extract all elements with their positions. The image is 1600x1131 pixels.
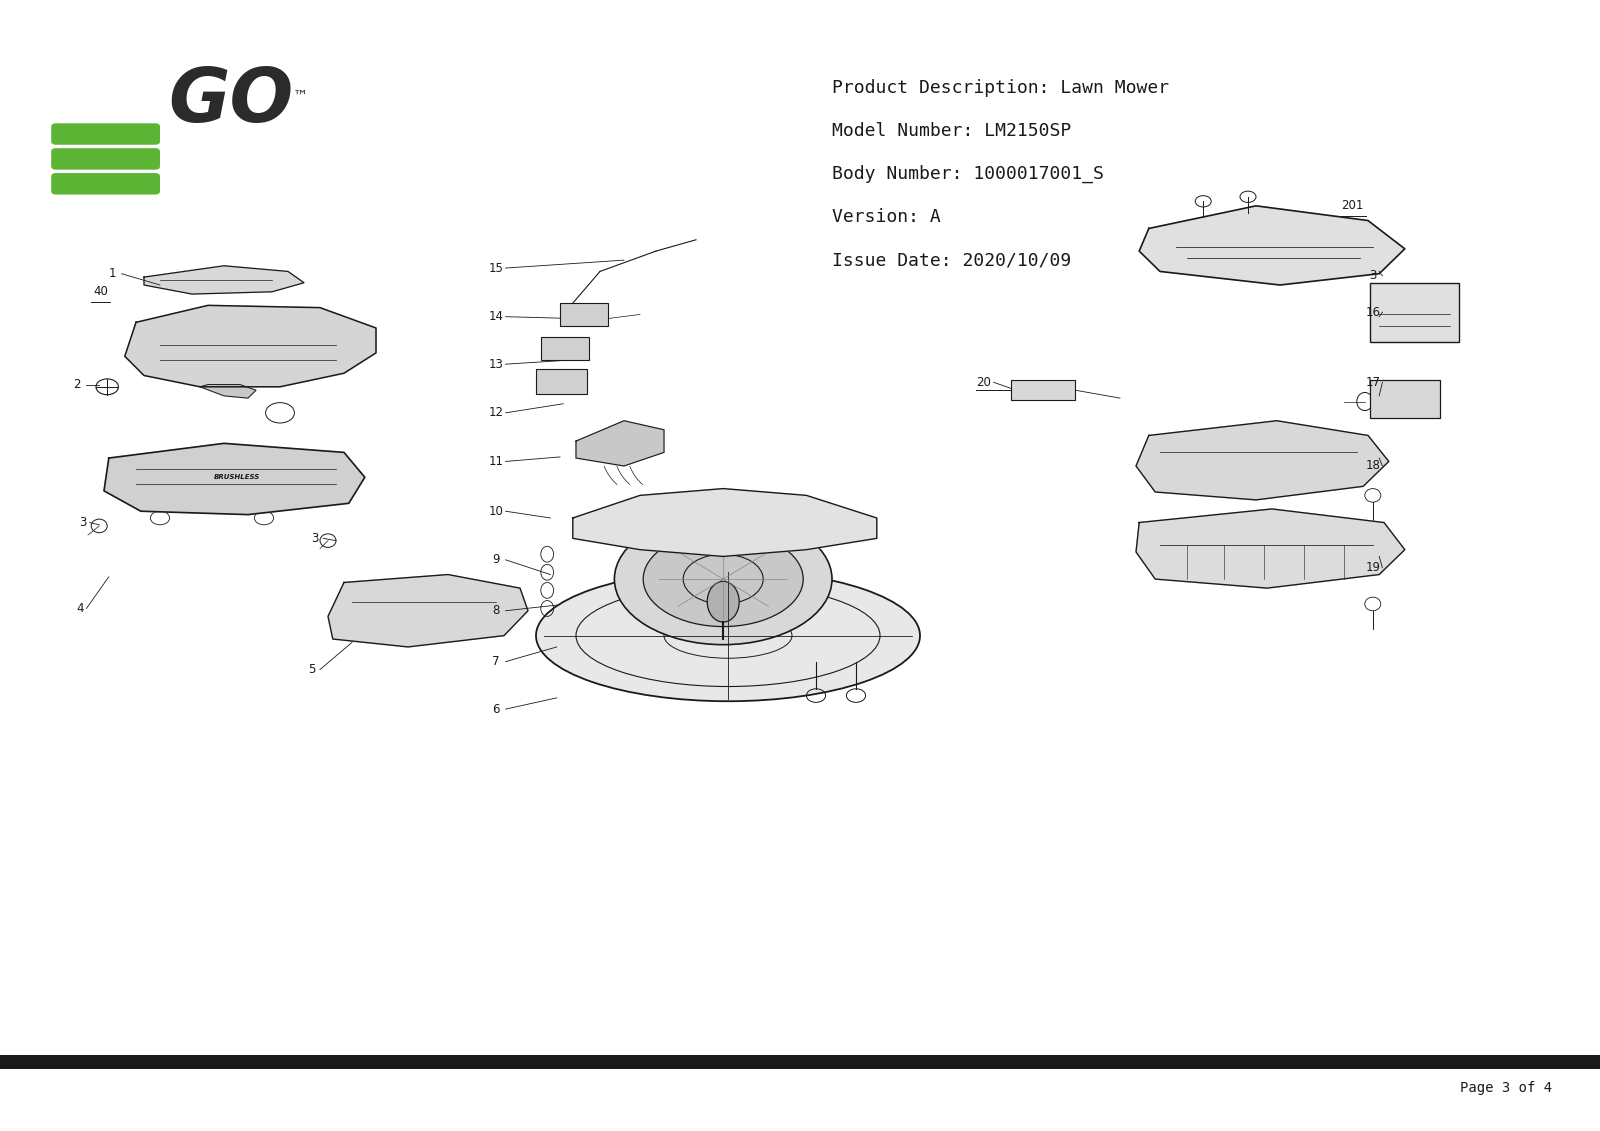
Text: 6: 6 [493,702,499,716]
Polygon shape [576,421,664,466]
Text: BRUSHLESS: BRUSHLESS [214,474,259,481]
FancyBboxPatch shape [536,369,587,394]
Polygon shape [104,443,365,515]
Text: 40: 40 [93,285,109,299]
Text: 201: 201 [1341,199,1363,213]
Polygon shape [1136,509,1405,588]
Polygon shape [573,489,877,556]
Text: 3: 3 [80,516,86,529]
Text: Page 3 of 4: Page 3 of 4 [1459,1081,1552,1095]
Text: 10: 10 [488,504,504,518]
Text: 8: 8 [493,604,499,618]
Text: 9: 9 [493,553,499,567]
Polygon shape [328,575,528,647]
Text: 15: 15 [488,261,504,275]
Text: 16: 16 [1365,305,1381,319]
Text: 3: 3 [1370,269,1376,283]
Text: 11: 11 [488,455,504,468]
Text: 5: 5 [309,663,315,676]
FancyBboxPatch shape [51,148,160,170]
Text: 3: 3 [312,532,318,545]
FancyBboxPatch shape [1011,380,1075,400]
Text: Body Number: 1000017001_S: Body Number: 1000017001_S [832,165,1104,183]
FancyBboxPatch shape [51,173,160,195]
Bar [0,1055,1600,1069]
Polygon shape [200,385,256,398]
FancyBboxPatch shape [560,303,608,326]
Text: GO: GO [168,64,293,138]
Polygon shape [125,305,376,387]
Text: 20: 20 [976,375,992,389]
Text: 1: 1 [109,267,115,280]
Polygon shape [1139,206,1405,285]
Ellipse shape [707,581,739,622]
Ellipse shape [643,532,803,627]
Text: 7: 7 [493,655,499,668]
Text: Product Description: Lawn Mower: Product Description: Lawn Mower [832,79,1170,97]
FancyBboxPatch shape [1370,283,1459,342]
FancyBboxPatch shape [51,123,160,145]
Ellipse shape [614,513,832,645]
Text: 12: 12 [488,406,504,420]
Text: ™: ™ [293,89,309,104]
Text: 2: 2 [74,378,80,391]
Text: Issue Date: 2020/10/09: Issue Date: 2020/10/09 [832,251,1072,269]
Text: Model Number: LM2150SP: Model Number: LM2150SP [832,122,1072,140]
Ellipse shape [536,570,920,701]
Text: Version: A: Version: A [832,208,941,226]
Text: 18: 18 [1365,459,1381,473]
Text: 17: 17 [1365,375,1381,389]
Polygon shape [1136,421,1389,500]
Text: 4: 4 [77,602,83,615]
Text: 13: 13 [488,357,504,371]
Polygon shape [144,266,304,294]
FancyBboxPatch shape [541,337,589,360]
Text: 19: 19 [1365,561,1381,575]
Text: 14: 14 [488,310,504,323]
FancyBboxPatch shape [1370,380,1440,418]
